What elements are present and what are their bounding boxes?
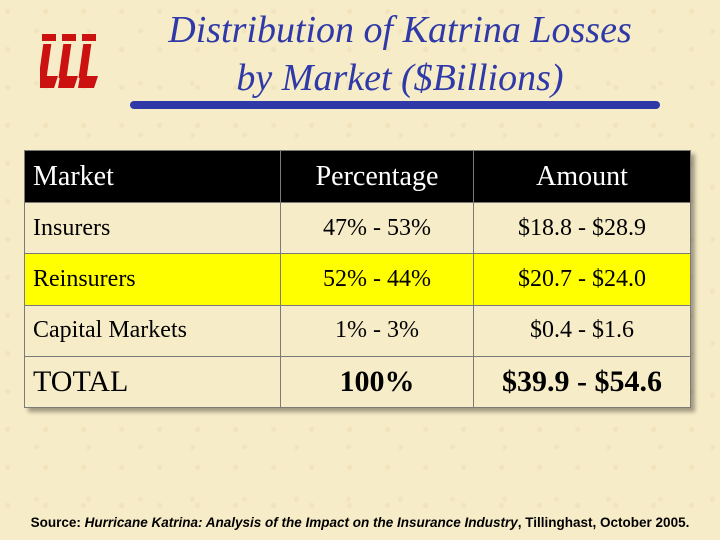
- table-total-row: TOTAL 100% $39.9 - $54.6: [24, 355, 691, 409]
- cell-percentage: 1% - 3%: [280, 304, 474, 357]
- cell-market: TOTAL: [24, 355, 281, 409]
- cell-amount: $0.4 - $1.6: [473, 304, 691, 357]
- cell-amount: $20.7 - $24.0: [473, 253, 691, 306]
- table-row: Insurers 47% - 53% $18.8 - $28.9: [24, 201, 691, 255]
- slide-title-line-2: by Market ($Billions): [236, 57, 564, 99]
- title-underline: [130, 101, 660, 109]
- losses-table: Market Percentage Amount Insurers 47% - …: [24, 150, 691, 409]
- source-suffix: , Tillinghast, October 2005.: [517, 515, 690, 530]
- source-prefix: Source:: [30, 515, 85, 530]
- cell-percentage: 47% - 53%: [280, 201, 474, 255]
- cell-amount: $39.9 - $54.6: [473, 355, 691, 409]
- cell-market: Reinsurers: [24, 253, 281, 306]
- cell-amount: $18.8 - $28.9: [473, 201, 691, 255]
- slide-title: Distribution of Katrina Losses by Market…: [120, 6, 680, 102]
- source-title: Hurricane Katrina: Analysis of the Impac…: [84, 515, 518, 530]
- cell-market: Insurers: [24, 201, 281, 255]
- cell-percentage: 100%: [280, 355, 474, 409]
- source-citation: Source: Hurricane Katrina: Analysis of t…: [0, 515, 720, 530]
- iii-logo-icon: [38, 32, 102, 90]
- header-percentage: Percentage: [280, 150, 474, 203]
- header-market: Market: [24, 150, 281, 203]
- table-row: Reinsurers 52% - 44% $20.7 - $24.0: [24, 253, 691, 306]
- cell-percentage: 52% - 44%: [280, 253, 474, 306]
- slide-title-line-1: Distribution of Katrina Losses: [168, 9, 632, 51]
- table-row: Capital Markets 1% - 3% $0.4 - $1.6: [24, 304, 691, 357]
- table-header-row: Market Percentage Amount: [24, 150, 691, 203]
- header-amount: Amount: [473, 150, 691, 203]
- cell-market: Capital Markets: [24, 304, 281, 357]
